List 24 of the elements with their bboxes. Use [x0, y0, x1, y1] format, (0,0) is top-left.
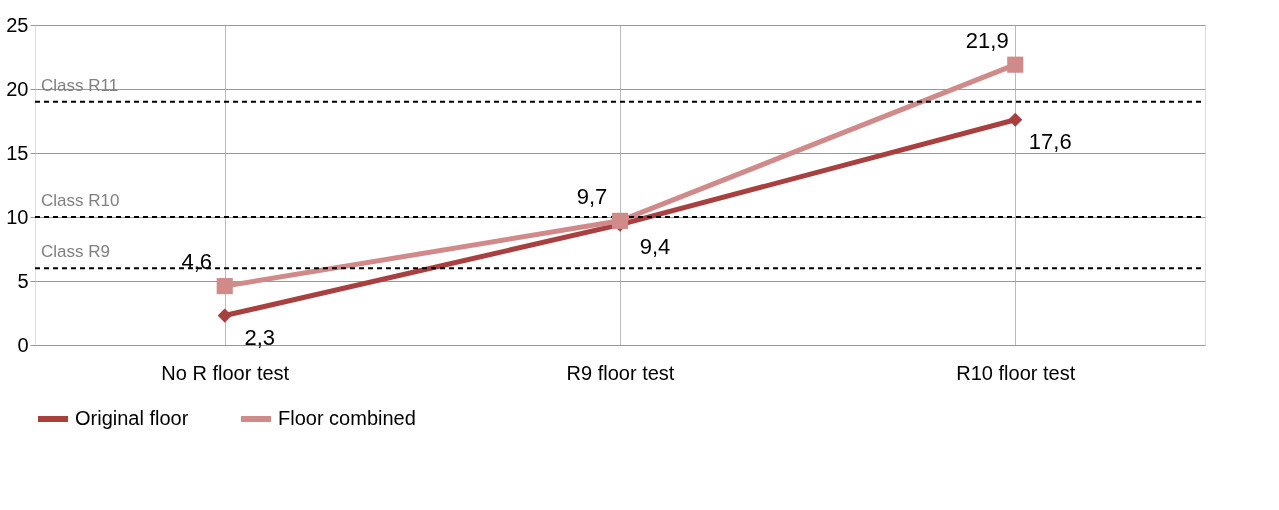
data-label: 2,3 [244, 324, 276, 350]
data-label: 21,9 [965, 27, 1009, 53]
legend-label: Floor combined [278, 407, 416, 429]
legend-label: Original floor [75, 407, 189, 429]
y-tick-label: 15 [6, 141, 29, 164]
data-label: 4,6 [181, 249, 213, 275]
y-tick-label: 25 [6, 13, 29, 36]
x-tick-label: No R floor test [161, 361, 290, 384]
point [1008, 112, 1023, 127]
ref-line-label: Class R9 [41, 242, 110, 262]
y-tick-label: 20 [6, 77, 29, 100]
x-tick-label: R9 floor test [566, 361, 675, 384]
data-label: 9,4 [639, 233, 671, 259]
y-tick-label: 5 [17, 269, 29, 292]
point [1007, 56, 1024, 73]
data-label: 9,7 [576, 183, 608, 209]
data-label: 17,6 [1028, 128, 1072, 154]
point [611, 212, 629, 229]
point [217, 308, 232, 323]
ref-line-label: Class R10 [41, 191, 120, 210]
x-tick-label: R10 floor test [956, 361, 1076, 384]
y-tick-label: 10 [6, 205, 29, 228]
point [216, 278, 233, 295]
y-tick-label: 0 [17, 333, 29, 356]
